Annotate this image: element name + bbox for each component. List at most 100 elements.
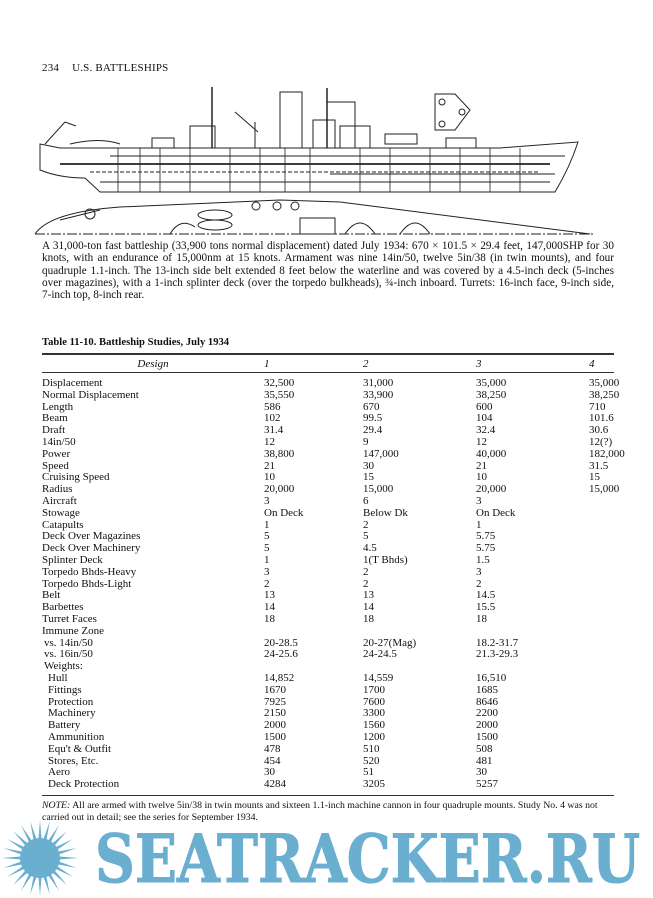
figure-caption: A 31,000-ton fast battleship (33,900 ton… [42, 240, 614, 302]
sun-ray [51, 869, 67, 885]
cell-design-2: 6 [363, 494, 369, 507]
cell-design-1: 1500 [264, 730, 286, 743]
row-label: Torpedo Bhds-Heavy [42, 565, 137, 578]
cell-design-2: Below Dk [363, 506, 408, 519]
table-row: Turret Faces 18 18 18 [42, 613, 629, 626]
row-label: Catapults [42, 518, 84, 531]
sun-ray [2, 856, 23, 860]
sun-ray [38, 875, 42, 896]
cell-design-1: 32,500 [264, 377, 295, 389]
cell-design-2: 31,000 [363, 377, 394, 389]
cell-design-1: 586 [264, 400, 281, 413]
table-row: Normal Displacement 35,550 33,900 38,250 38,… [42, 388, 629, 402]
cell-design-1: 20-28.5 [264, 636, 298, 649]
sun-ray [7, 839, 26, 851]
cell-design-3: 30 [476, 766, 487, 779]
table-row: Ammunition 1500 1200 1500 [42, 730, 629, 744]
cell-design-2 [363, 626, 476, 638]
table-row: Hull 14,852 14,559 16,510 [42, 671, 629, 685]
row-label: Protection [48, 695, 94, 708]
cell-design-4 [589, 720, 629, 732]
table-row: Radius 20,000 15,000 20,000 15,000 [42, 483, 629, 496]
table-row: Battery 2000 1560 2000 [42, 719, 629, 732]
cell-design-1: 2 [264, 577, 270, 590]
cell-design-4: 12(?) [589, 435, 613, 448]
sun-ray [30, 821, 37, 842]
cell-design-1: 20,000 [264, 483, 295, 496]
column-header: 4 [589, 358, 595, 370]
sun-ray [56, 848, 77, 855]
cell-design-3: 2 [476, 577, 482, 590]
table-row: Stowage On Deck Below Dk On Deck [42, 506, 629, 520]
cell-design-4: 710 [589, 400, 606, 413]
cell-design-3: 8646 [476, 695, 498, 708]
table-row: Length 586 670 600 710 [42, 400, 629, 414]
cell-design-2: 33,900 [363, 388, 394, 401]
cell-design-3: 1.5 [476, 553, 490, 566]
table-row: Machinery 2150 3300 2200 [42, 708, 629, 720]
row-label: Normal Displacement [42, 388, 139, 401]
cell-design-4 [589, 496, 629, 508]
cell-design-2: 30 [363, 459, 374, 472]
table-row: Deck Over Magazines 5 5 5.75 [42, 531, 629, 543]
table-title: Table 11-10. Battleship Studies, July 19… [42, 337, 230, 348]
table-bottom-rule [42, 795, 614, 797]
cell-design-4: 35,000 [589, 377, 620, 389]
table-row: vs. 16in/50 24-25.6 24-24.5 21.3-29.3 [42, 649, 629, 661]
cell-design-1: 2150 [264, 707, 286, 720]
row-label: vs. 16in/50 [44, 648, 93, 661]
cell-design-2: 2 [363, 518, 369, 531]
cell-design-4 [589, 567, 629, 579]
cell-design-4 [589, 744, 629, 756]
cell-design-2: 670 [363, 400, 380, 413]
table-row: Draft 31.4 29.4 32.4 30.6 [42, 424, 629, 437]
cell-design-1 [264, 626, 363, 638]
cell-design-3: 18.2-31.7 [476, 636, 519, 649]
cell-design-3: 10 [476, 471, 487, 484]
row-label: Hull [48, 671, 68, 684]
table-row: Aero 30 51 30 [42, 766, 629, 779]
cell-design-1: 2000 [264, 719, 286, 732]
cell-design-3: 5.75 [476, 542, 496, 555]
cell-design-2: 13 [363, 589, 374, 602]
cell-design-2: 1(T Bhds) [363, 553, 408, 566]
sun-ray [54, 865, 73, 877]
row-label: Beam [42, 412, 68, 425]
table-row: Weights: [42, 660, 629, 673]
cell-design-4 [589, 673, 629, 685]
cell-design-1: 5 [264, 530, 270, 543]
table-row: Torpedo Bhds-Light 2 2 2 [42, 577, 629, 591]
note-label: NOTE: [42, 800, 71, 811]
sun-ray [47, 825, 59, 844]
cell-design-1: 5 [264, 542, 270, 555]
cell-design-2: 2 [363, 565, 369, 578]
cell-design-2: 24-24.5 [363, 648, 397, 661]
cell-design-2: 2 [363, 577, 369, 590]
sun-ray [13, 869, 29, 885]
cell-design-2: 5 [363, 530, 369, 543]
cell-design-2: 14,559 [363, 671, 394, 684]
cell-design-3: 104 [476, 412, 493, 425]
row-label: Weights: [44, 660, 83, 673]
cell-design-4 [589, 638, 629, 650]
cell-design-4 [589, 531, 629, 543]
cell-design-1: 1 [264, 553, 270, 566]
cell-design-4 [589, 520, 629, 532]
row-label: Power [42, 447, 71, 460]
row-label: Deck Protection [48, 778, 120, 791]
cell-design-1: 35,550 [264, 388, 295, 401]
table-row: Belt 13 13 14.5 [42, 590, 629, 602]
cell-design-3: 5257 [476, 778, 498, 791]
cell-design-4 [589, 614, 629, 626]
table-row: Power 38,800 147,000 40,000 182,000 [42, 447, 629, 461]
cell-design-3: 2200 [476, 707, 498, 720]
cell-design-4 [589, 756, 629, 768]
row-label: Aero [48, 766, 70, 779]
table-row: Stores, Etc. 454 520 481 [42, 755, 629, 768]
table-row: vs. 14in/50 20-28.5 20-27(Mag) 18.2-31.7 [42, 636, 629, 650]
cell-design-1: 21 [264, 459, 275, 472]
cell-design-4 [589, 626, 629, 638]
cell-design-4 [589, 708, 629, 720]
cell-design-1: 3 [264, 494, 270, 507]
cell-design-3: 1500 [476, 730, 498, 743]
